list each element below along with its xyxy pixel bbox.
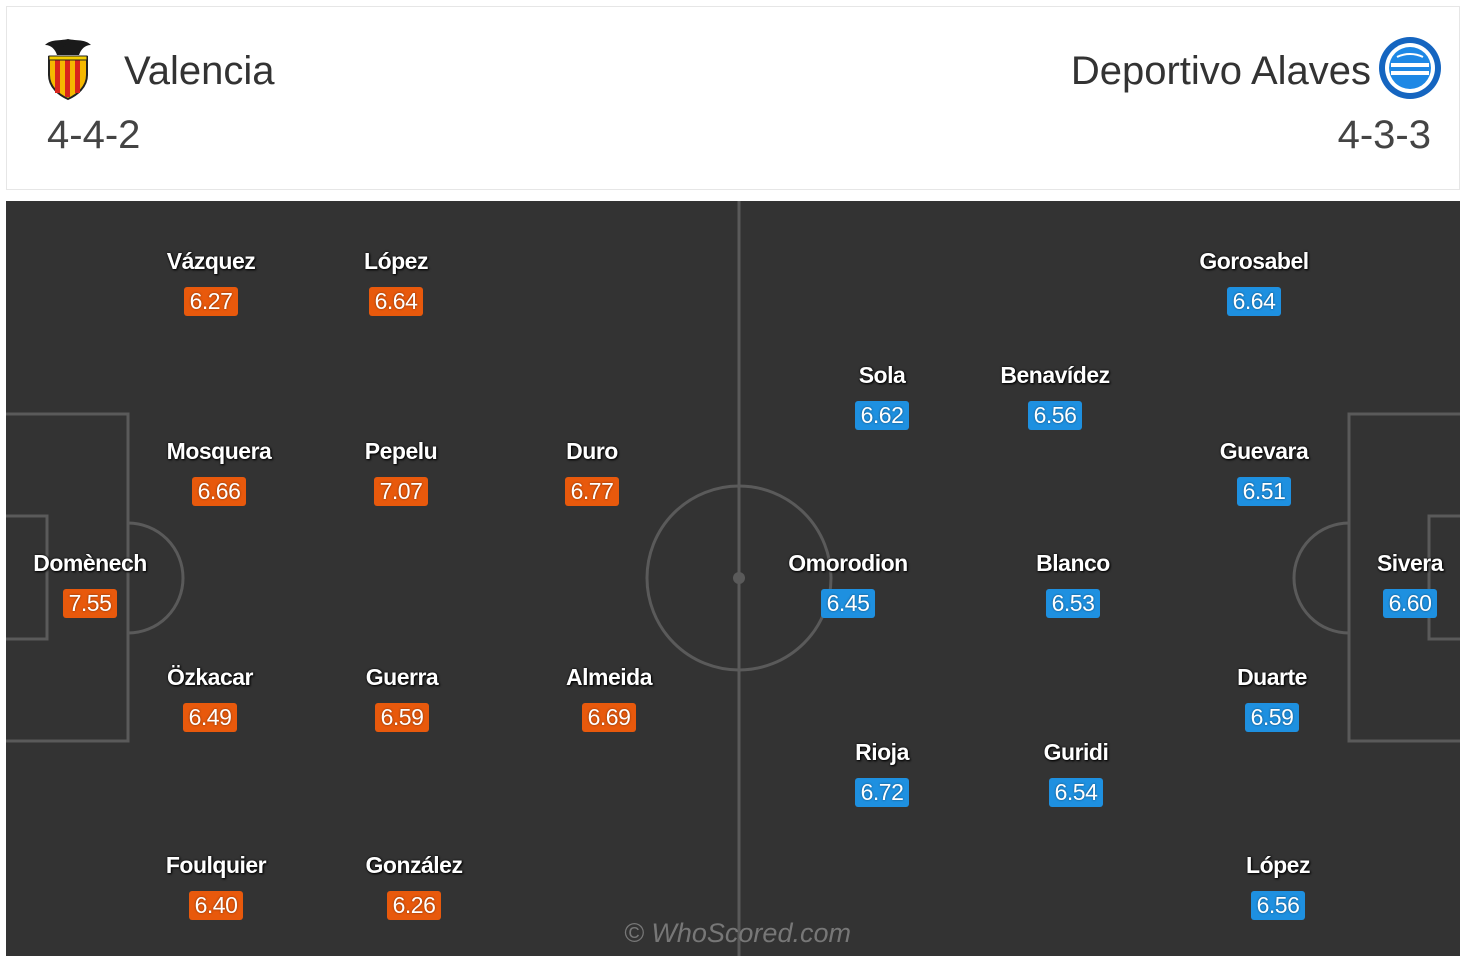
away-team-name[interactable]: Deportivo Alaves <box>1070 49 1371 93</box>
player-name: López <box>364 248 428 274</box>
player-rating: 6.49 <box>183 703 237 732</box>
alaves-crest-icon <box>1379 37 1441 99</box>
player-rating: 6.60 <box>1383 589 1437 618</box>
player-rating: 6.45 <box>821 589 875 618</box>
player-name: Mosquera <box>166 438 272 464</box>
player-name: Sivera <box>1376 550 1444 576</box>
player-name: Guerra <box>365 664 439 690</box>
valencia-crest-icon <box>45 39 91 101</box>
player-rating: 6.53 <box>1046 589 1100 618</box>
match-header: Valencia 4-4-2 Deportivo Alaves 4-3-3 <box>6 6 1460 190</box>
player-name: Guridi <box>1043 739 1109 765</box>
watermark: © WhoScored.com <box>624 918 851 948</box>
player-rating: 6.27 <box>184 287 238 316</box>
player-rating: 6.51 <box>1237 477 1291 506</box>
player-rating: 6.26 <box>387 891 441 920</box>
player-name: González <box>365 852 463 878</box>
player-rating: 6.64 <box>1227 287 1281 316</box>
player-name: Gorosabel <box>1199 248 1309 274</box>
player-rating: 6.62 <box>855 401 909 430</box>
player-rating: 6.72 <box>855 778 909 807</box>
player-rating: 6.59 <box>375 703 429 732</box>
away-formation: 4-3-3 <box>1337 113 1431 157</box>
player-name: Vázquez <box>166 248 256 274</box>
player-rating: 6.56 <box>1028 401 1082 430</box>
player-name: Duarte <box>1237 664 1307 690</box>
player-rating: 6.40 <box>189 891 243 920</box>
player-name: Omorodion <box>788 550 908 576</box>
player-name: Rioja <box>855 739 909 765</box>
player-name: Pepelu <box>364 438 438 464</box>
player-name: Benavídez <box>1000 362 1110 388</box>
pitch: Vázquez 6.27 López 6.64 Mosquera 6.66 Pe… <box>6 201 1460 956</box>
player-name: López <box>1246 852 1310 878</box>
player-name: Almeida <box>566 664 652 690</box>
player-rating: 7.07 <box>374 477 428 506</box>
player-rating: 6.77 <box>565 477 619 506</box>
player-name: Sola <box>858 362 906 388</box>
player-name: Guevara <box>1219 438 1309 464</box>
player-rating: 6.56 <box>1251 891 1305 920</box>
player-rating: 6.69 <box>582 703 636 732</box>
player-rating: 6.54 <box>1049 778 1103 807</box>
player-rating: 6.64 <box>369 287 423 316</box>
player-name: Domènech <box>33 550 147 576</box>
home-formation: 4-4-2 <box>47 113 141 157</box>
player-name: Özkacar <box>166 664 254 690</box>
player-rating: 6.66 <box>192 477 246 506</box>
player-rating: 6.59 <box>1245 703 1299 732</box>
pitch-lines <box>6 201 1460 956</box>
player-name: Foulquier <box>165 852 267 878</box>
player-name: Duro <box>566 438 618 464</box>
player-rating: 7.55 <box>63 589 117 618</box>
player-name: Blanco <box>1036 550 1110 576</box>
home-team-name[interactable]: Valencia <box>124 49 275 93</box>
